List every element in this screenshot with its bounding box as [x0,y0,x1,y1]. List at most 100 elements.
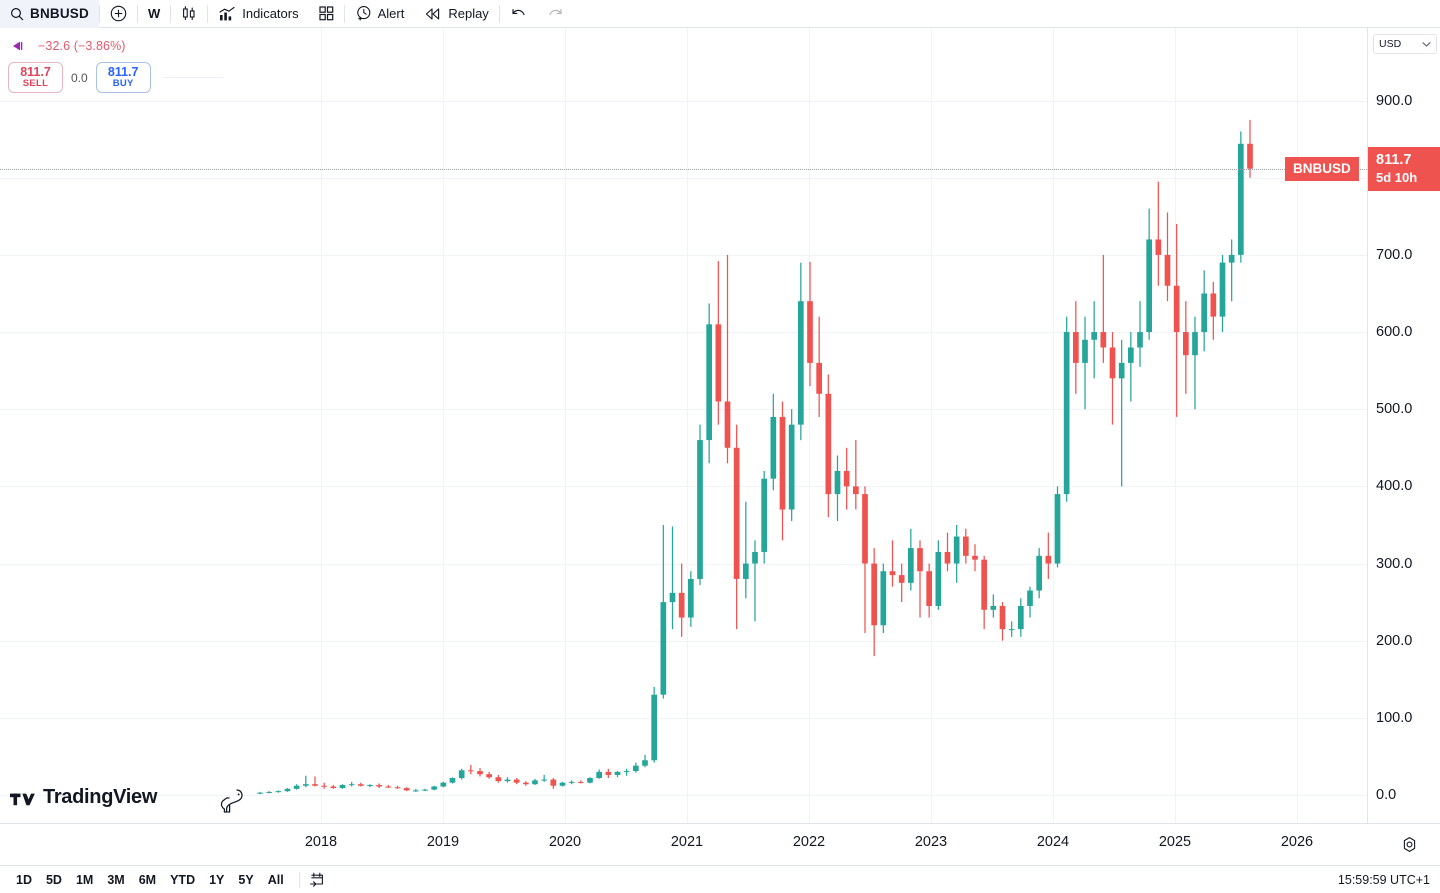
candle-body [1100,332,1107,348]
candle-body [1072,332,1079,363]
timeframe-1y[interactable]: 1Y [209,872,225,887]
current-price-value: 811.7 [1376,152,1412,169]
timeframe-ytd[interactable]: YTD [170,872,196,887]
timeframe-1d[interactable]: 1D [16,872,32,887]
candle-body [1237,143,1244,255]
indicators-button[interactable]: Indicators [208,0,308,28]
buy-button[interactable]: 811.7 BUY [95,62,151,93]
legend-collapse-icon[interactable] [8,37,26,55]
price-tick: 700.0 [1376,246,1413,263]
candle-body [669,592,676,603]
sell-button[interactable]: 811.7 SELL [8,62,63,93]
timeframe-3m[interactable]: 3M [107,872,125,887]
toolbar-divider [170,4,172,23]
candle-body [1228,254,1235,263]
legend-header-row: −32.6 (−3.86%) [8,37,223,55]
candle-body [1182,332,1189,356]
replay-label: Replay [448,6,489,21]
toolbar-divider [136,4,138,23]
ai-sparkle-icon[interactable] [1228,821,1258,823]
candle-body [275,791,282,793]
undo-button[interactable] [500,0,537,28]
candle-body [742,563,749,579]
candle-body [495,777,502,782]
symbol-label: BNBUSD [30,6,89,21]
candle-body [852,486,859,495]
tradingview-name: TradingView [43,786,158,808]
session-clock: 15:59:59 UTC+1 [1337,872,1430,887]
price-axis[interactable]: USD 900.0800.0700.0600.0500.0400.0300.02… [1367,28,1440,823]
time-tick: 2020 [548,834,582,850]
time-tick: 2026 [1280,834,1314,850]
price-tick: 200.0 [1376,632,1413,649]
candle-body [632,765,639,772]
timeframe-5d[interactable]: 5D [45,872,62,887]
candle-body [788,424,795,510]
candle-body [651,694,658,761]
candle-body [889,571,896,576]
candle-body [1045,555,1052,564]
replay-button[interactable]: Replay [414,0,498,28]
price-tick: 0.0 [1376,787,1397,803]
calendar-range-icon[interactable] [309,871,326,888]
grid-line-horizontal [0,717,1367,719]
candle-body [403,788,410,791]
candlestick-icon [181,5,197,22]
grid-line-vertical [1053,28,1054,823]
candle-body [577,781,584,783]
chart-type-button[interactable] [171,0,207,28]
timeframe-all[interactable]: All [267,872,284,887]
candle-body [733,447,740,579]
sell-label: SELL [22,78,49,90]
candle-body [999,605,1006,630]
grid-line-horizontal [0,177,1367,179]
candle-body [1082,339,1088,363]
timeframe-6m[interactable]: 6M [138,872,157,887]
alert-button[interactable]: Alert [345,0,415,28]
layout-button[interactable] [309,0,344,28]
candle-body [1192,332,1198,356]
candle-body [458,770,465,779]
time-tick: 2025 [1158,834,1192,850]
candle-body [1173,285,1180,333]
sell-price: 811.7 [20,64,51,79]
buy-price: 811.7 [107,64,139,79]
bar-countdown: 5d 10h [1376,169,1418,185]
candle-body [357,784,364,786]
candle-body [1118,362,1125,379]
interval-button[interactable]: W [138,0,170,28]
candle-body [917,548,923,572]
candle-body [532,780,538,785]
toolbar-divider [207,4,209,23]
price-tick: 900.0 [1376,92,1413,109]
price-change-label: −32.6 (−3.86%) [38,39,126,53]
candle-body [981,559,988,610]
time-axis[interactable]: 2018 2019 2020 2021 2022 2023 2024 2025 2026 [0,823,1440,865]
toolbar-divider [498,4,500,23]
chart-pane[interactable]: BNBUSD −32.6 (−3.86%) 811.7 SELL 0.0 811… [0,28,1367,823]
alert-label: Alert [377,6,405,21]
candle-body [513,779,520,783]
alarm-plus-icon [355,5,372,22]
candle-body [522,782,529,785]
candle-body [559,782,566,786]
add-symbol-button[interactable] [100,0,137,28]
candle-body [440,782,447,787]
tradingview-logo-icon [10,789,36,806]
candle-body [1054,494,1061,564]
candle-body [330,786,337,789]
symbol-search-button[interactable]: BNBUSD [0,0,99,28]
bid-ask-buttons: 811.7 SELL 0.0 811.7 BUY [8,62,223,93]
currency-selector[interactable]: USD [1373,34,1437,54]
price-tick: 400.0 [1376,478,1413,495]
time-tick: 2019 [426,834,460,850]
candle-body [862,494,868,564]
tradingview-watermark: TradingView [10,786,157,809]
candle-body [953,536,960,564]
timeframe-5y[interactable]: 5Y [238,872,254,887]
timeframe-1m[interactable]: 1M [75,872,94,887]
axis-settings-icon[interactable] [1401,836,1418,853]
time-tick: 2018 [304,834,338,850]
candle-body [541,779,548,781]
redo-button[interactable] [537,0,574,28]
